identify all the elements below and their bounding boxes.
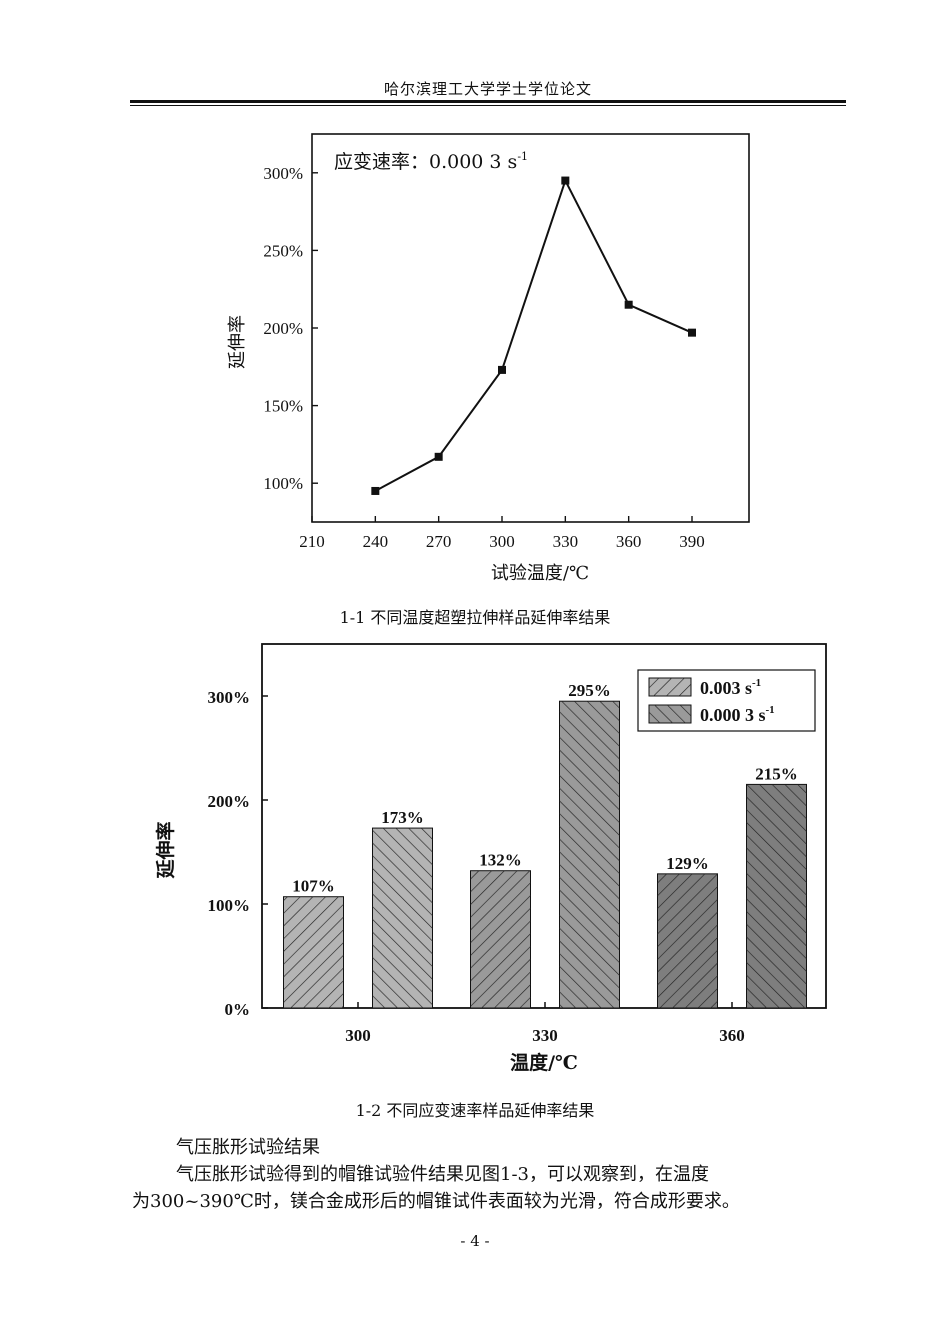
bar-value-label: 107% (292, 877, 335, 896)
bars (283, 700, 807, 1009)
data-point (688, 328, 696, 337)
bar-value-label: 132% (479, 851, 522, 870)
y-tick-label: 0% (225, 1000, 251, 1019)
y-tick-label: 100% (208, 896, 251, 915)
data-point (624, 300, 633, 309)
x-axis-ticks: 210 240 270 300 330 360 390 (299, 516, 705, 551)
y-tick-label: 250% (263, 241, 303, 260)
page-number: - 4 - (460, 1232, 490, 1250)
chart-annotation: 应变速率：0.000 3 s-1 (334, 150, 528, 173)
legend-swatch-00003-hatch (649, 705, 691, 723)
data-point (498, 365, 506, 374)
legend-label-00003: 0.000 3 s-1 (700, 704, 775, 725)
x-tick-label: 330 (553, 532, 579, 551)
header-rule-thin (130, 105, 846, 106)
page-header: 哈尔滨理工大学学士学位论文 (383, 80, 592, 98)
series-line (374, 177, 693, 492)
figure2-caption: 1-2 不同应变速率样品延伸率结果 (355, 1101, 595, 1120)
y-tick-label: 200% (208, 792, 251, 811)
x-tick-label: 360 (616, 532, 642, 551)
bar-value-label: 173% (381, 808, 424, 827)
y-tick-label: 300% (263, 164, 303, 183)
legend: 0.003 s-1 0.000 3 s-1 (637, 669, 816, 732)
y-tick-label: 300% (208, 688, 251, 707)
x-tick-label: 240 (363, 532, 389, 551)
bar-hatch (559, 701, 620, 1008)
x-tick-label: 270 (426, 532, 452, 551)
figure1-caption: 1-1 不同温度超塑拉伸样品延伸率结果 (339, 608, 611, 627)
annotation-text: 应变速率：0.000 3 s (334, 151, 517, 173)
bar-hatch (372, 828, 433, 1008)
x-axis-ticks: 300 330 360 (345, 1002, 745, 1045)
header-rule-thick (130, 100, 846, 103)
data-point (434, 452, 443, 461)
section-heading: 气压胀形试验结果 (176, 1137, 320, 1158)
y-axis-title: 延伸率 (227, 315, 248, 369)
legend-swatch-0003-hatch (649, 678, 691, 696)
paragraph-line-1: 气压胀形试验得到的帽锥试验件结果见图1-3，可以观察到，在温度 (176, 1164, 709, 1185)
x-tick-label: 210 (299, 532, 325, 551)
bar-value-label: 215% (755, 764, 798, 783)
x-tick-label: 330 (532, 1026, 558, 1045)
data-point (561, 176, 570, 185)
y-tick-label: 100% (263, 474, 303, 493)
x-tick-label: 300 (345, 1026, 371, 1045)
paragraph-line-2: 为300~390℃时，镁合金成形后的帽锥试件表面较为光滑，符合成形要求。 (132, 1191, 740, 1212)
y-axis-ticks: 0% 100% 200% 300% (208, 688, 268, 1019)
bar-hatch (283, 896, 344, 1008)
bar-hatch (657, 873, 718, 1008)
y-tick-label: 200% (263, 319, 303, 338)
x-axis-title: 试验温度/℃ (491, 563, 589, 584)
y-axis-ticks: 100% 150% 200% 250% 300% (263, 164, 318, 493)
x-tick-label: 300 (489, 532, 515, 551)
annotation-superscript: -1 (517, 150, 528, 163)
bar-value-label: 295% (568, 681, 611, 700)
bar-hatch (470, 870, 531, 1008)
legend-label-0003: 0.003 s-1 (700, 677, 761, 698)
y-tick-label: 150% (263, 397, 303, 416)
series-points (371, 176, 696, 495)
line-chart: 210 240 270 300 330 360 390 100% 150% 200% 250% 30… (227, 133, 750, 584)
y-axis-title: 延伸率 (154, 821, 177, 879)
x-axis-title: 温度/℃ (510, 1051, 578, 1074)
x-tick-label: 360 (719, 1026, 745, 1045)
bar-value-label: 129% (666, 854, 709, 873)
bar-value-labels: 107% 173% 132% 295% 129% 215% (292, 681, 798, 896)
plot-frame (261, 643, 827, 1009)
x-tick-label: 390 (679, 532, 705, 551)
data-point (371, 486, 380, 495)
bar-hatch (746, 784, 807, 1008)
